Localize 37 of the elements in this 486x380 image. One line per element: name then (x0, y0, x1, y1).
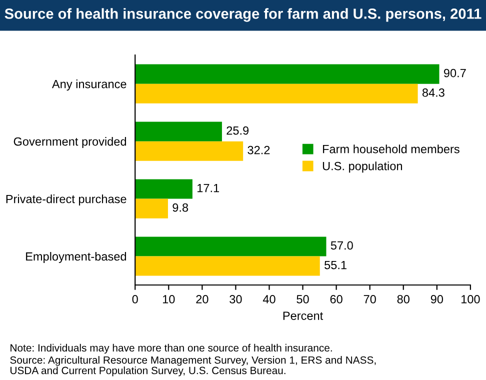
y-tick-label: Government provided (14, 137, 126, 148)
x-tick-label: 50 (296, 295, 309, 304)
y-tick-label: Employment-based (26, 252, 126, 263)
data-label: 57.0 (330, 241, 353, 250)
x-tick-label: 90 (430, 295, 444, 304)
legend-label: U.S. population (322, 162, 402, 173)
x-tick-label: 80 (397, 295, 410, 304)
x-tick-label: 40 (262, 295, 276, 304)
bar (135, 198, 168, 218)
x-tick-label: 0 (132, 295, 138, 304)
source-note: Source: Agricultural Resource Management Survey, Version 1, ERS and NASS, USDA and Current Population Survey, U.S. Census Bureau. (10, 356, 376, 376)
x-tick-label: 20 (196, 295, 208, 304)
chart-title: Source of health insurance coverage for farm and U.S. persons, 2011 (4, 8, 482, 22)
bar (135, 122, 222, 142)
x-tick-label: 30 (230, 295, 242, 304)
data-label: 25.9 (226, 126, 249, 135)
data-label: 17.1 (198, 184, 220, 192)
data-label: 55.1 (324, 260, 346, 270)
bar (135, 84, 418, 104)
bar (135, 236, 326, 256)
x-tick-label: 70 (364, 295, 376, 304)
bar (135, 141, 244, 161)
data-label: 90.7 (444, 68, 466, 78)
data-label: 9.8 (172, 203, 188, 212)
legend-label: Farm household members (323, 144, 460, 154)
data-label: 84.3 (422, 88, 444, 97)
data-label: 32.2 (248, 146, 270, 154)
bar (135, 256, 320, 276)
y-tick-label: Private-direct purchase (6, 194, 126, 206)
bar (135, 179, 192, 199)
x-tick-label: 100 (462, 295, 480, 304)
y-tick-label: Any insurance (52, 80, 126, 91)
x-tick-label: 10 (162, 295, 175, 304)
text: Note: Individuals may have more than one source of health insurance. (10, 344, 332, 354)
x-axis-title: Percent (283, 312, 324, 320)
x-tick-label: 60 (330, 295, 342, 304)
bar (135, 64, 440, 84)
